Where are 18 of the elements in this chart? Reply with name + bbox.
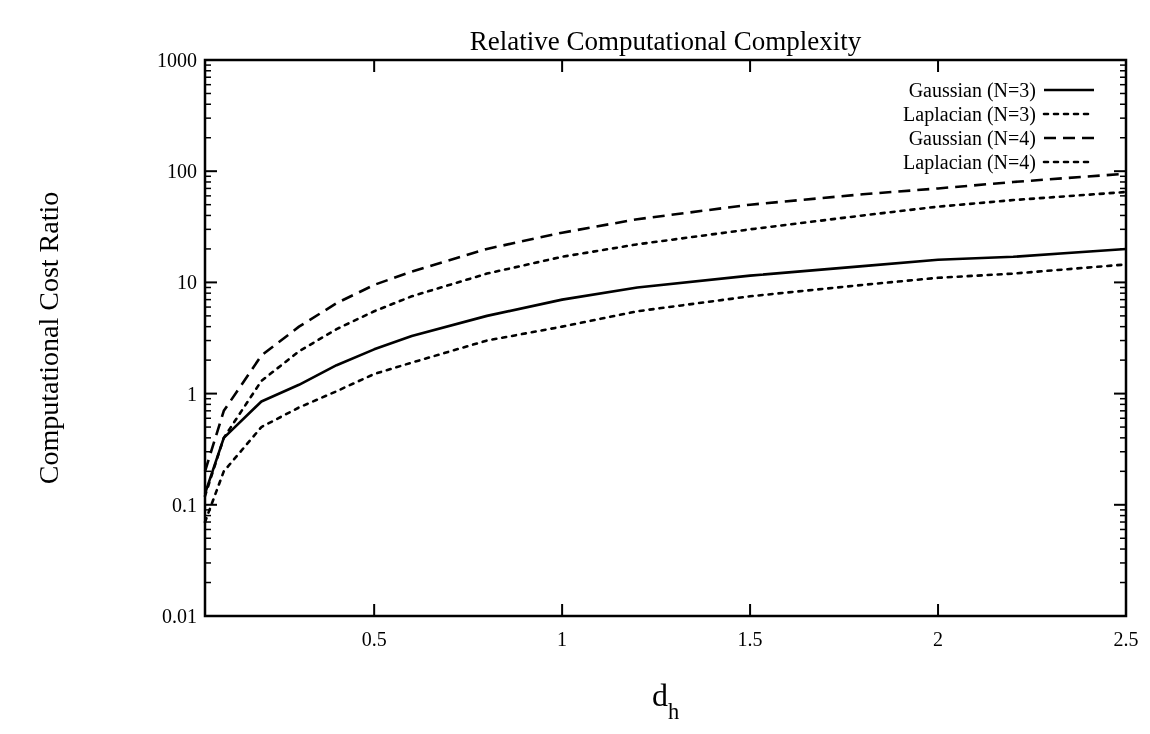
x-tick-label: 1.5 (737, 628, 763, 650)
y-tick-label: 1 (187, 382, 197, 405)
x-axis-title: d$_{h}$ (651, 677, 680, 724)
y-tick-label: 100 (167, 160, 197, 183)
x-tick-label: 2.5 (1113, 628, 1139, 650)
y-tick-label: 1000 (157, 49, 197, 71)
y-tick-label: 10 (177, 271, 197, 294)
x-tick-label: 2 (933, 628, 944, 650)
x-tick-label: 0.5 (361, 628, 387, 650)
legend-label: Gaussian (N=4) (908, 127, 1036, 150)
legend-label: Laplacian (N=3) (903, 103, 1036, 126)
legend-label: Gaussian (N=3) (908, 79, 1036, 102)
y-tick-label: 0.01 (162, 605, 197, 627)
x-tick-label: 1 (557, 628, 568, 650)
y-axis-title: Computational Cost Ratio (33, 191, 64, 485)
y-tick-label: 0.1 (172, 493, 197, 516)
chart-title: Relative Computational Complexity (469, 26, 862, 56)
legend-label: Laplacian (N=4) (903, 151, 1036, 174)
